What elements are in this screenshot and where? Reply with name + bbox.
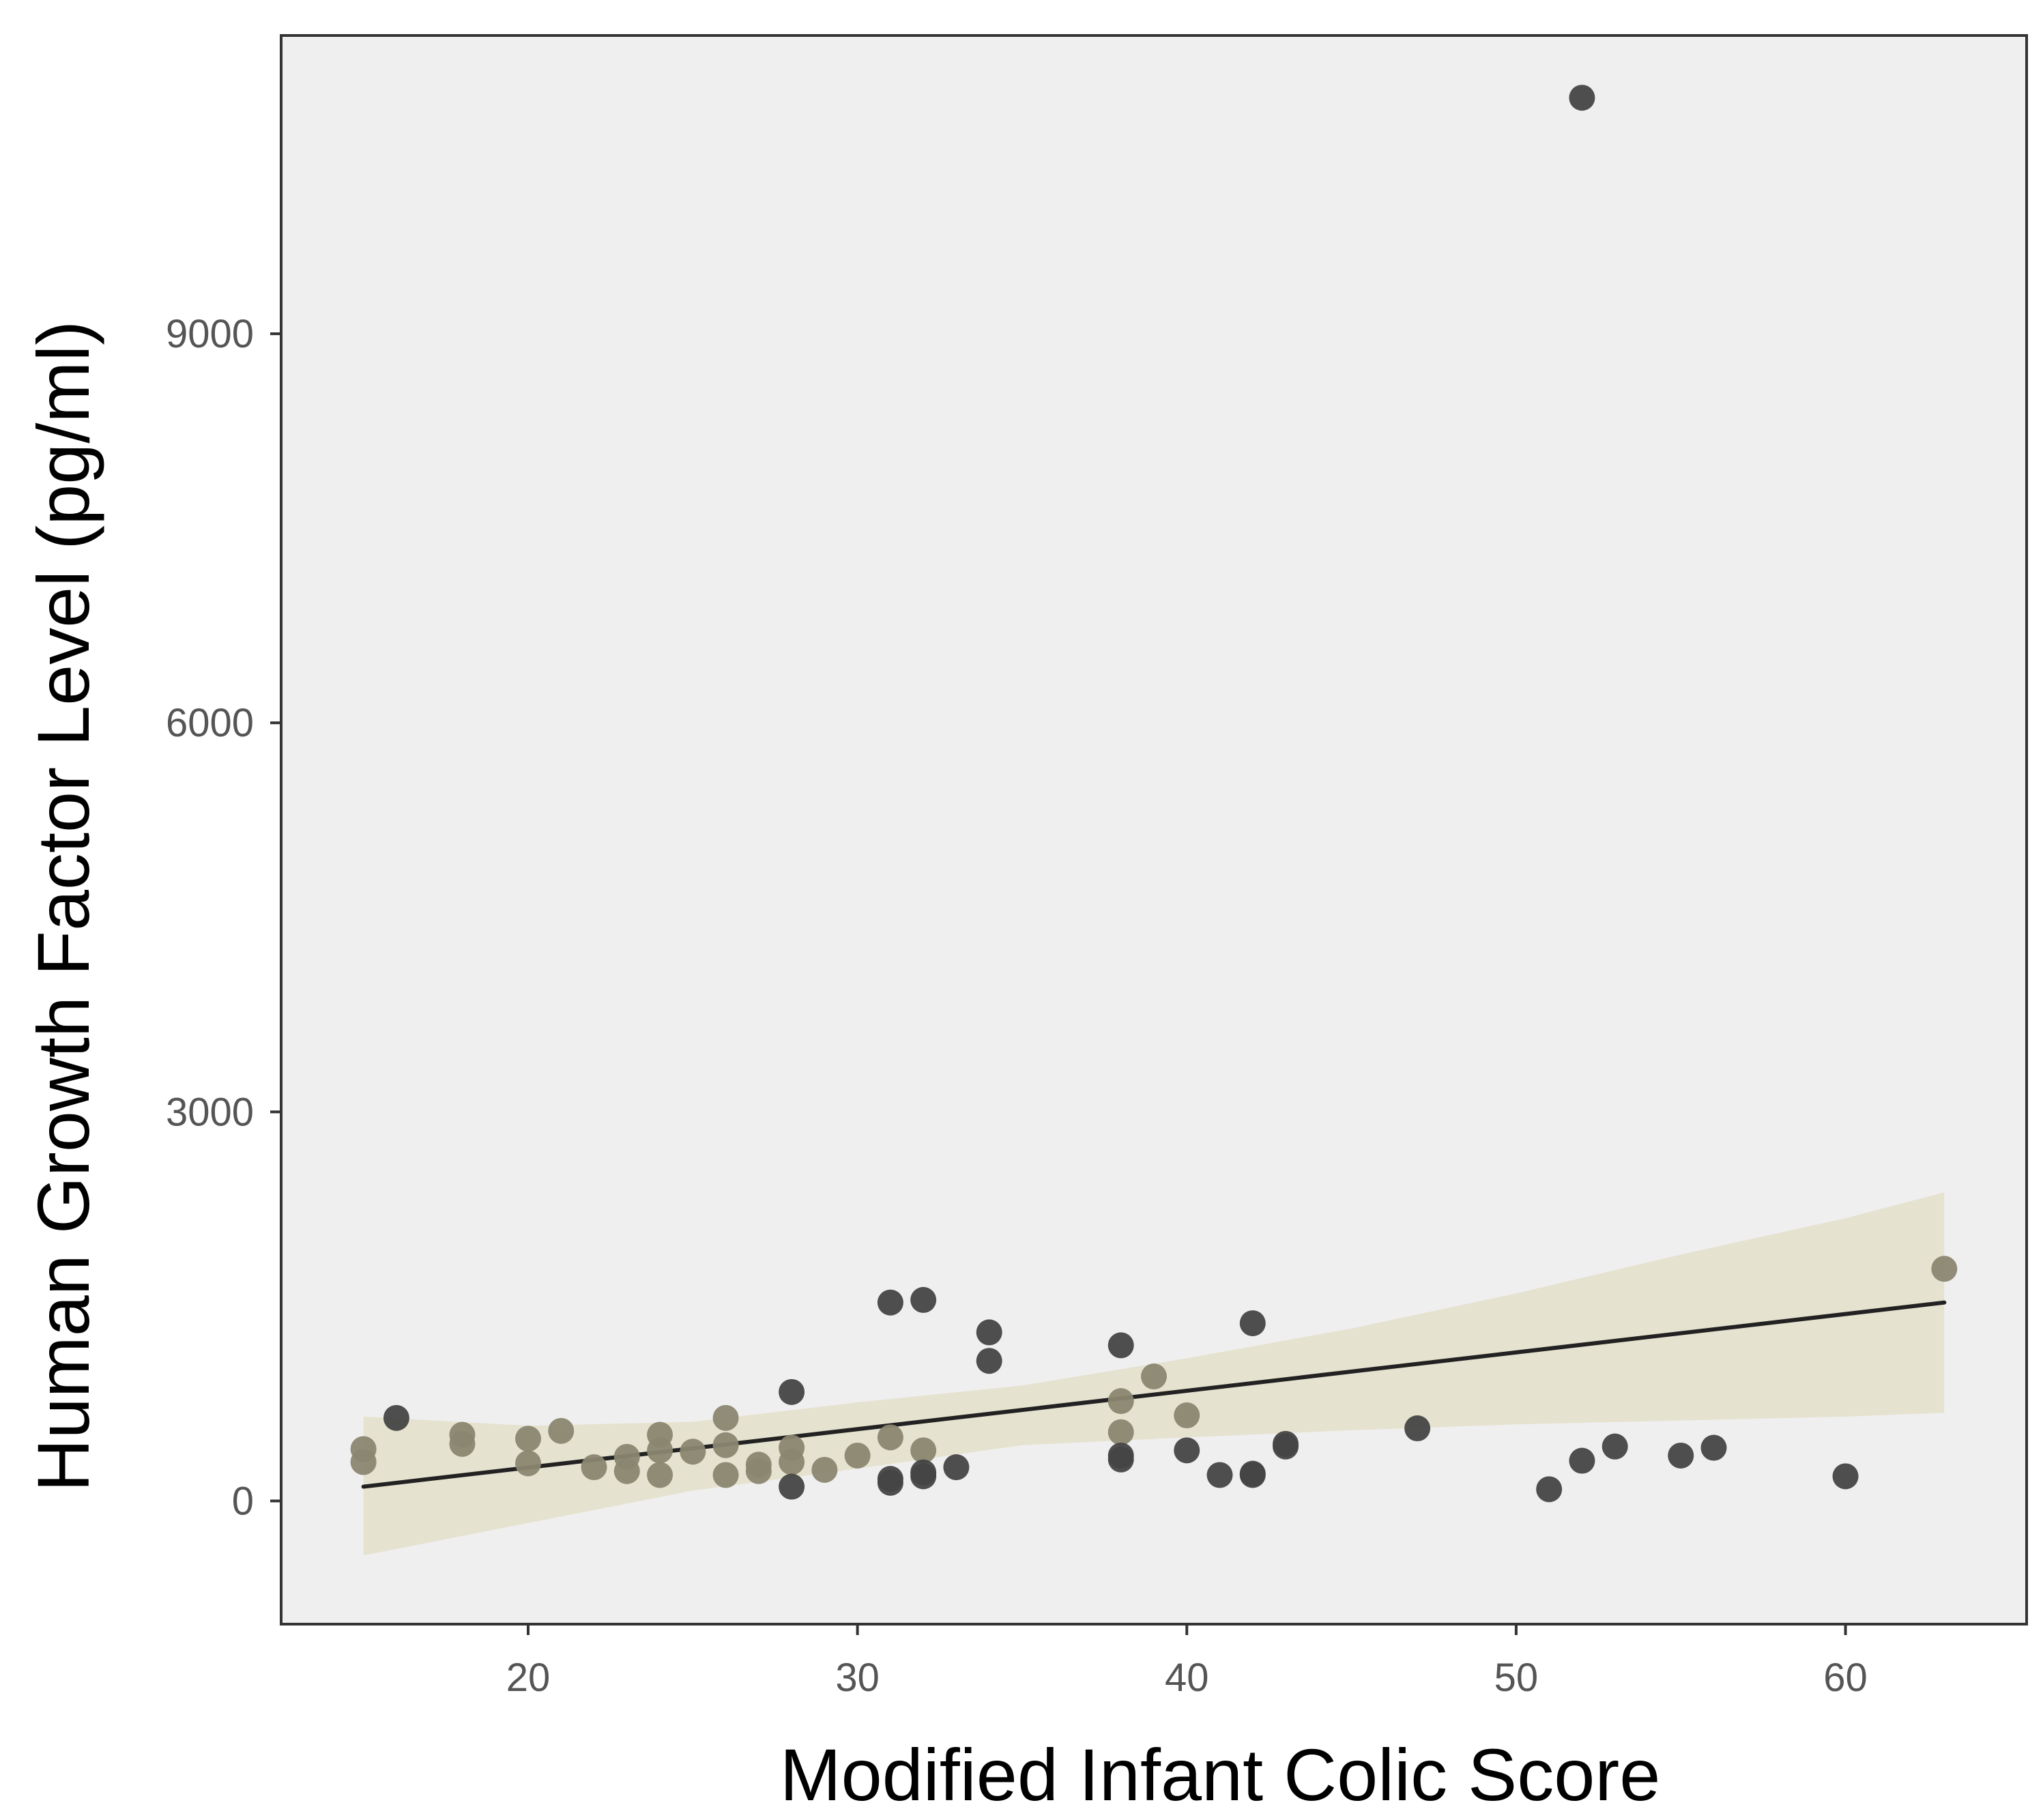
x-tick-label: 30 (835, 1656, 880, 1700)
data-point (844, 1442, 871, 1469)
data-point (943, 1454, 970, 1481)
data-point (877, 1424, 903, 1451)
data-point (1536, 1476, 1563, 1503)
data-point (647, 1462, 673, 1488)
y-tick-label: 3000 (166, 1090, 254, 1134)
data-point (1107, 1446, 1134, 1473)
data-point (1832, 1463, 1859, 1490)
data-point (1206, 1462, 1233, 1488)
y-tick-label: 6000 (166, 701, 254, 745)
data-point (1602, 1433, 1628, 1460)
data-point (1668, 1442, 1694, 1469)
data-point (680, 1439, 706, 1465)
x-tick-label: 20 (506, 1656, 551, 1700)
y-tick-label: 9000 (166, 312, 254, 356)
data-point (1107, 1419, 1134, 1445)
y-tick-label: 0 (232, 1479, 254, 1523)
data-point (910, 1286, 937, 1313)
data-point (712, 1404, 739, 1431)
data-point (1700, 1434, 1727, 1461)
data-point (647, 1437, 673, 1464)
data-point (712, 1462, 739, 1488)
data-point (548, 1417, 575, 1444)
data-point (976, 1319, 1002, 1346)
data-point (1239, 1462, 1266, 1488)
data-point (1174, 1402, 1200, 1429)
data-point (1174, 1437, 1200, 1464)
data-point (383, 1404, 409, 1431)
x-axis-title: Modified Infant Colic Score (780, 1733, 1661, 1816)
data-point (515, 1426, 541, 1452)
data-point (350, 1449, 377, 1475)
data-point (1569, 85, 1595, 111)
data-point (449, 1430, 476, 1457)
data-point (976, 1348, 1002, 1374)
data-point (581, 1454, 607, 1481)
data-point (779, 1378, 805, 1405)
data-point (613, 1458, 640, 1484)
data-point (712, 1432, 739, 1458)
x-tick-label: 50 (1494, 1656, 1539, 1700)
data-point (877, 1289, 903, 1316)
data-point (1141, 1363, 1167, 1390)
data-point (910, 1437, 937, 1464)
x-tick-label: 40 (1165, 1656, 1209, 1700)
data-point (515, 1450, 541, 1477)
data-point (1107, 1388, 1134, 1415)
plot-border (280, 34, 2028, 1626)
data-point (1107, 1332, 1134, 1359)
data-point (1273, 1433, 1299, 1460)
data-point (910, 1463, 937, 1490)
data-point (877, 1469, 903, 1496)
x-tick-label: 60 (1823, 1656, 1868, 1700)
data-point (779, 1473, 805, 1500)
data-point (811, 1456, 838, 1483)
data-point (745, 1458, 772, 1484)
data-point (779, 1449, 805, 1475)
data-point (1569, 1447, 1595, 1474)
y-axis-title: Human Growth Factor Level (pg/ml) (22, 321, 104, 1492)
data-point (1931, 1256, 1958, 1282)
data-point (1239, 1310, 1266, 1337)
data-point (1404, 1415, 1431, 1442)
